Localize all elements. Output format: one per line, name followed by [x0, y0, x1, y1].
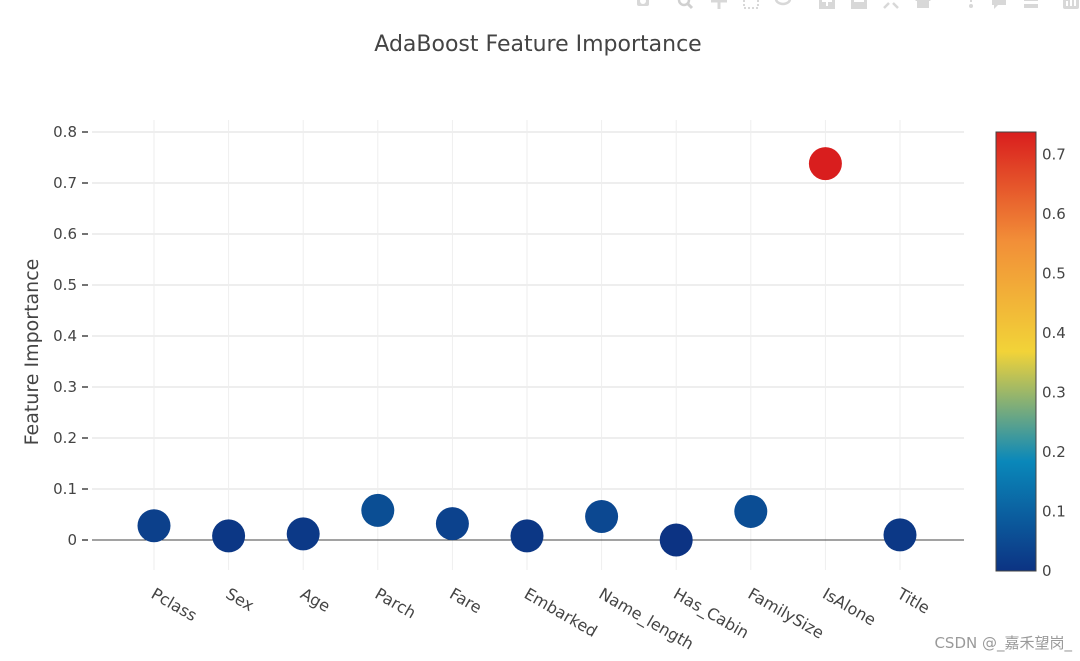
data-points: [137, 147, 917, 557]
x-tick-label: Parch: [372, 584, 420, 622]
x-tick-label: IsAlone: [819, 584, 879, 630]
data-point: [137, 509, 171, 543]
data-point: [212, 519, 246, 553]
hover-compare-icon[interactable]: [1022, 0, 1040, 10]
plotly-logo-icon[interactable]: [1062, 0, 1080, 10]
zoom-icon[interactable]: [676, 0, 694, 10]
y-axis: 0 0.1 0.2 0.3 0.4 0.5 0.6 0.7 0.8: [53, 123, 88, 549]
y-axis-title: Feature Importance: [21, 259, 43, 446]
colorbar-tick-label: 0.3: [1042, 384, 1066, 402]
colorbar: 0 0.1 0.2 0.3 0.4 0.5 0.6 0.7: [995, 131, 1066, 580]
x-tick-label: FamilySize: [745, 584, 828, 643]
grid: [92, 120, 964, 570]
x-tick-label: Pclass: [148, 584, 200, 625]
data-point: [361, 493, 395, 527]
hover-closest-icon[interactable]: [990, 0, 1008, 10]
x-axis: Pclass Sex Age Parch Fare EmbarkedName_length…: [148, 584, 933, 655]
modebar: [630, 0, 1080, 12]
colorbar-tick-label: 0.4: [1042, 324, 1066, 342]
y-tick-label: 0.1: [53, 480, 77, 498]
pan-icon[interactable]: [710, 0, 728, 10]
data-point: [659, 523, 693, 557]
y-tick-label: 0.8: [53, 123, 77, 141]
camera-icon[interactable]: [634, 0, 652, 10]
colorbar-tick-label: 0.2: [1042, 443, 1066, 461]
watermark: CSDN @_嘉禾望岗_: [934, 634, 1072, 652]
x-tick-label: Age: [297, 584, 333, 616]
zoom-out-icon[interactable]: [850, 0, 868, 10]
chart-title: AdaBoost Feature Importance: [374, 32, 701, 57]
y-tick-label: 0.4: [53, 327, 77, 345]
data-point: [435, 507, 469, 541]
colorbar-tick-label: 0.6: [1042, 205, 1066, 223]
y-tick-label: 0: [67, 531, 77, 549]
y-tick-label: 0.3: [53, 378, 77, 396]
x-tick-label: Title: [893, 584, 933, 618]
colorbar-tick-label: 0.1: [1042, 503, 1066, 521]
colorbar-tick-label: 0: [1042, 562, 1052, 580]
spike-icon[interactable]: [962, 0, 980, 10]
x-tick-label: Embarked: [521, 584, 601, 641]
y-tick-label: 0.2: [53, 429, 77, 447]
colorbar-tick-label: 0.5: [1042, 265, 1066, 283]
data-point: [510, 519, 544, 553]
home-icon[interactable]: [914, 0, 932, 10]
x-tick-label: Sex: [223, 584, 258, 615]
x-tick-label: Fare: [446, 584, 485, 617]
y-tick-label: 0.5: [53, 276, 77, 294]
data-point: [808, 147, 842, 181]
lasso-icon[interactable]: [774, 0, 792, 10]
data-point: [585, 500, 619, 534]
data-point: [286, 517, 320, 551]
data-point: [883, 518, 917, 552]
y-tick-label: 0.6: [53, 225, 77, 243]
y-tick-label: 0.7: [53, 174, 77, 192]
data-point: [734, 494, 768, 528]
colorbar-tick-label: 0.7: [1042, 146, 1066, 164]
box-select-icon[interactable]: [742, 0, 760, 10]
colorbar-gradient: [995, 131, 1037, 572]
zoom-in-icon[interactable]: [818, 0, 836, 10]
